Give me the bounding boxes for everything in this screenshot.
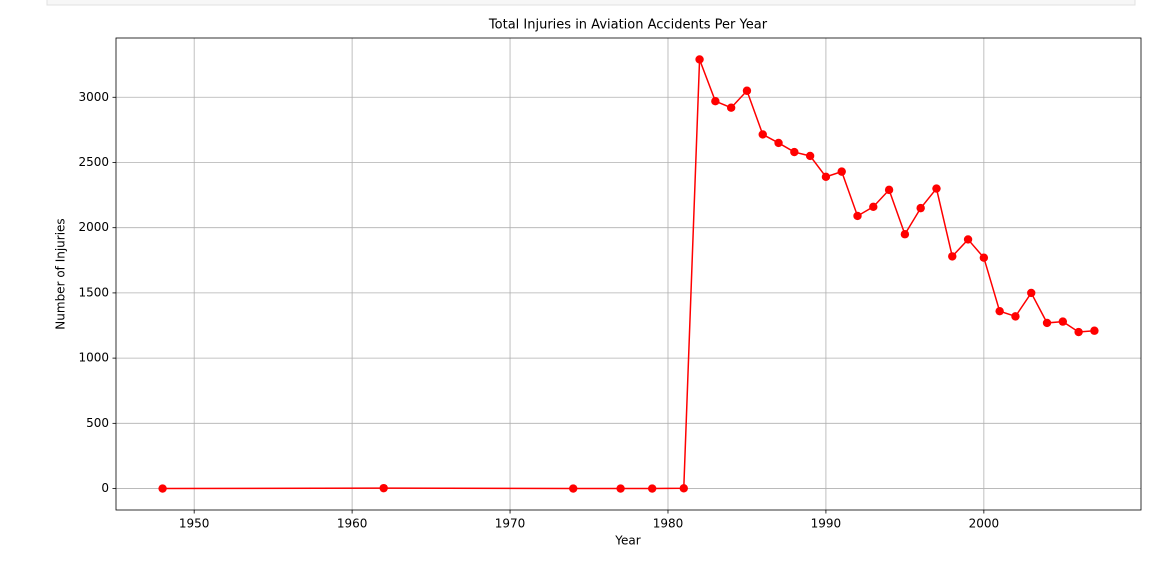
data-point: [1090, 326, 1099, 335]
axes-frame: [115, 37, 1142, 511]
x-axis-label: Year: [614, 534, 640, 548]
x-tick-label: 2000: [969, 517, 1000, 531]
data-point: [695, 55, 704, 64]
data-point: [726, 103, 736, 112]
data-point: [711, 96, 720, 106]
data-point: [1027, 288, 1036, 298]
data-point: [616, 484, 625, 493]
y-tick-label: 2000: [78, 220, 109, 234]
data-point: [869, 202, 878, 212]
data-point: [790, 147, 799, 157]
data-point: [679, 484, 688, 493]
data-point: [995, 306, 1004, 316]
data-point: [1074, 327, 1083, 337]
x-tick-label: 1980: [653, 517, 684, 531]
x-tick-label: 1960: [337, 517, 368, 531]
y-axis-label: Number of Injuries: [54, 218, 68, 329]
y-tick-label: 2500: [78, 155, 109, 169]
data-point: [900, 230, 910, 239]
y-tick-label: 1500: [78, 285, 109, 299]
data-point: [158, 484, 167, 493]
chart-title: Total Injuries in Aviation Accidents Per…: [488, 18, 768, 33]
data-point: [1042, 318, 1052, 328]
data-point: [821, 172, 831, 182]
x-tick-label: 1970: [495, 517, 526, 531]
data-point: [948, 252, 957, 261]
y-tick-label: 1000: [78, 351, 109, 365]
x-tick-label: 1990: [811, 517, 842, 531]
data-point: [774, 138, 783, 148]
data-point: [853, 211, 862, 221]
y-tick-label: 500: [86, 416, 109, 430]
data-line: [162, 59, 1095, 490]
data-point: [647, 484, 657, 493]
data-point: [1058, 317, 1068, 326]
y-tick-label: 3000: [78, 90, 109, 104]
data-point: [837, 167, 846, 176]
data-point: [805, 151, 815, 161]
x-tick-label: 1950: [179, 517, 210, 531]
data-point: [569, 484, 578, 493]
y-tick-label: 0: [101, 481, 109, 495]
data-point: [758, 130, 767, 139]
data-point: [379, 483, 388, 493]
data-point: [979, 253, 989, 262]
data-point: [1011, 312, 1020, 321]
data-point: [884, 185, 894, 195]
plot-area: 1950 1960 1970 1980 1990 2000 0 500 1000 1500 2000…: [78, 37, 1142, 531]
data-point: [932, 184, 941, 193]
cell-frame: [46, 0, 1136, 6]
data-point: [916, 203, 925, 213]
data-point: [963, 235, 973, 244]
data-point: [742, 86, 752, 95]
